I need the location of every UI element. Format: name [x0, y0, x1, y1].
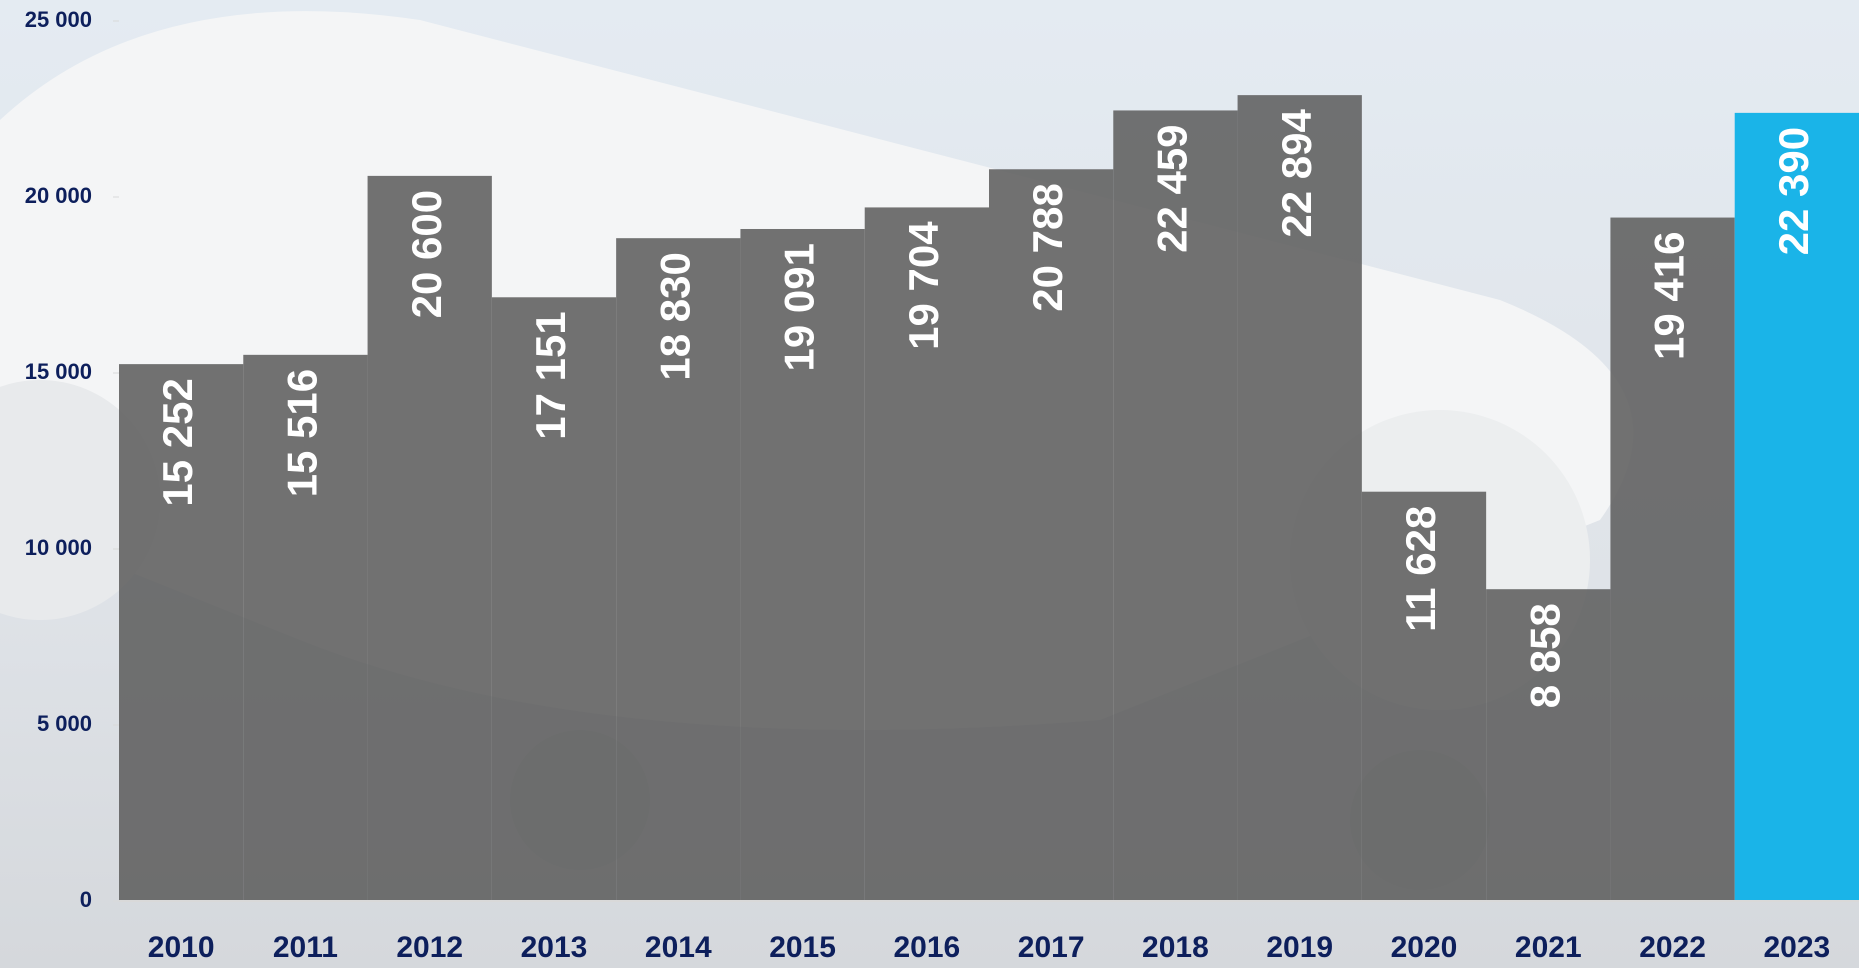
x-tick-label: 2022 [1639, 931, 1706, 964]
y-tick-label: 25 000 [25, 7, 92, 32]
x-tick-label: 2020 [1391, 931, 1458, 964]
value-label: 20 600 [403, 190, 450, 318]
x-tick-label: 2015 [769, 931, 836, 964]
value-label: 11 628 [1397, 506, 1444, 632]
y-tick-label: 0 [80, 887, 92, 912]
value-label: 15 516 [279, 369, 326, 497]
value-label: 17 151 [527, 311, 574, 439]
chart: 15 252 2010 15 516 2011 20 600 2012 17 151 2013… [0, 0, 1859, 968]
y-tick-label: 5 000 [37, 711, 92, 736]
x-tick-label: 2023 [1763, 931, 1830, 964]
x-tick-label: 2016 [893, 931, 960, 964]
x-tick-label: 2018 [1142, 931, 1209, 964]
x-tick-label: 2021 [1515, 931, 1582, 964]
value-label: 22 459 [1149, 124, 1196, 252]
y-tick-label: 20 000 [25, 183, 92, 208]
value-label: 20 788 [1024, 183, 1071, 311]
value-label: 22 894 [1273, 108, 1320, 237]
value-label: 15 252 [154, 378, 201, 506]
value-label: 8 858 [1521, 603, 1568, 708]
x-tick-label: 2019 [1266, 931, 1333, 964]
x-tick-label: 2013 [521, 931, 588, 964]
value-label: 18 830 [651, 252, 698, 380]
value-label: 19 416 [1646, 232, 1693, 360]
x-tick-label: 2010 [148, 931, 215, 964]
x-tick-label: 2011 [273, 931, 338, 964]
y-tick-label: 10 000 [25, 535, 92, 560]
x-tick-label: 2012 [396, 931, 463, 964]
x-tick-label: 2017 [1018, 931, 1085, 964]
y-tick-label: 15 000 [25, 359, 92, 384]
value-label: 22 390 [1770, 127, 1817, 255]
value-label: 19 091 [776, 243, 823, 371]
value-label: 19 704 [900, 221, 947, 350]
x-tick-label: 2014 [645, 931, 712, 964]
